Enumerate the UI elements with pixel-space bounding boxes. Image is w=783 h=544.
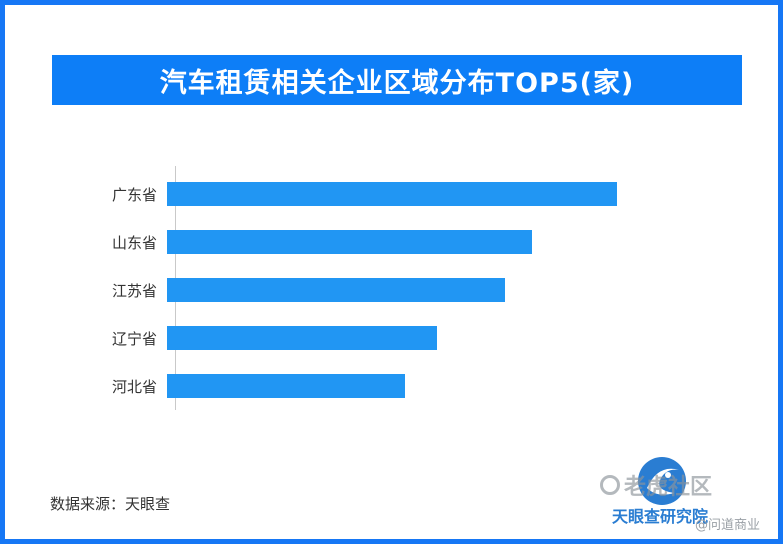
bar (167, 326, 438, 350)
watermark-primary: 老虎社区 (600, 469, 712, 501)
bar (167, 182, 617, 206)
category-label: 广东省 (111, 185, 157, 204)
tianyancha-logo-icon (638, 457, 686, 505)
category-label: 河北省 (111, 377, 157, 396)
chart-title-banner: 汽车租赁相关企业区域分布TOP5(家) (52, 55, 742, 105)
bar-row: 山东省 (50, 218, 743, 266)
branding-area: 老虎社区 天眼查研究院 @问道商业 (600, 457, 760, 533)
chart-title: 汽车租赁相关企业区域分布TOP5(家) (159, 67, 635, 99)
bar (167, 230, 532, 254)
bar-row: 广东省 (50, 170, 743, 218)
bar-track (167, 278, 743, 302)
bar-row: 辽宁省 (50, 314, 743, 362)
bar-track (167, 374, 743, 398)
bar-row: 江苏省 (50, 266, 743, 314)
watermark-secondary: @问道商业 (694, 518, 760, 533)
data-source-label: 数据来源：天眼查 (50, 495, 171, 513)
category-label: 辽宁省 (111, 329, 157, 348)
watermark-primary-text: 老虎社区 (624, 475, 713, 500)
bar (167, 374, 406, 398)
bar-rows: 广东省山东省江苏省辽宁省河北省 (50, 170, 743, 410)
bar-track (167, 230, 743, 254)
bar-chart: 广东省山东省江苏省辽宁省河北省 (50, 166, 743, 410)
category-label: 江苏省 (111, 281, 157, 300)
watermark-logo-icon (600, 475, 620, 495)
bar-track (167, 182, 743, 206)
bar-track (167, 326, 743, 350)
bar-row: 河北省 (50, 362, 743, 410)
category-label: 山东省 (111, 233, 157, 252)
bar (167, 278, 505, 302)
institute-label: 天眼查研究院 (612, 507, 709, 526)
